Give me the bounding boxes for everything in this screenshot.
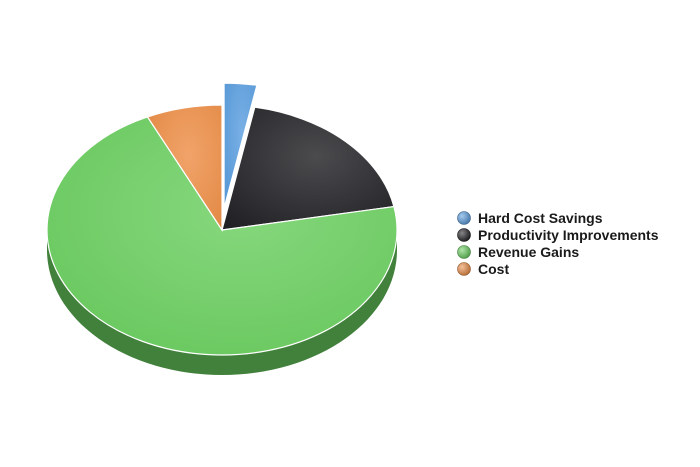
- legend-marker: [457, 262, 471, 276]
- pie-slice-cost[interactable]: [146, 104, 223, 233]
- legend-marker: [457, 211, 471, 225]
- legend-item-productivity-improvements[interactable]: Productivity Improvements: [457, 227, 659, 243]
- pie-slice-hard-cost-savings[interactable]: [223, 82, 258, 209]
- legend-label: Revenue Gains: [478, 244, 579, 260]
- pie-slices: [46, 82, 398, 356]
- legend-item-cost[interactable]: Cost: [457, 261, 510, 277]
- legend-marker: [457, 228, 471, 242]
- pie-slice-productivity-improvements[interactable]: [221, 106, 395, 231]
- legend-marker: [457, 245, 471, 259]
- legend-label: Productivity Improvements: [478, 227, 659, 243]
- legend-label: Hard Cost Savings: [478, 210, 603, 226]
- legend-item-revenue-gains[interactable]: Revenue Gains: [457, 244, 580, 260]
- pie-slice-revenue-gains[interactable]: [46, 116, 398, 356]
- legend-label: Cost: [478, 261, 509, 277]
- legend-item-hard-cost-savings[interactable]: Hard Cost Savings: [457, 210, 603, 226]
